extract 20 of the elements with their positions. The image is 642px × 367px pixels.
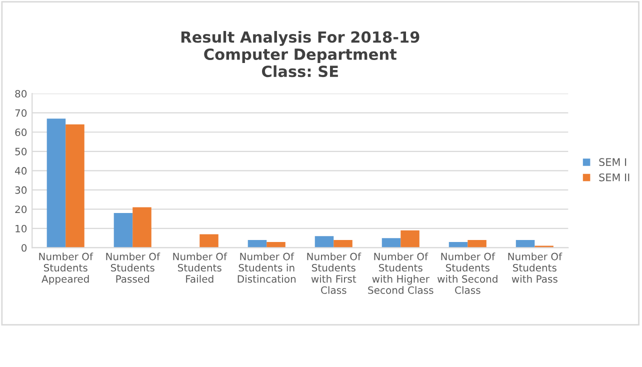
y-tick-label: 10 <box>16 224 27 232</box>
x-tick-label: Number Of Students with Second Class <box>437 252 498 294</box>
y-tick-label: 30 <box>15 186 27 194</box>
chart-title: Result Analysis For 2018-19 Computer Department Class: SE <box>181 30 420 78</box>
x-tick-label: Number Of Students in Distincation <box>238 252 296 283</box>
x-tick-label: Number Of Students with First Class <box>307 252 362 294</box>
y-tick-label: 60 <box>15 128 27 136</box>
y-tick-label: 70 <box>15 109 27 117</box>
y-tick-label: 80 <box>15 90 27 98</box>
y-tick-label: 0 <box>22 244 27 252</box>
x-tick-label: Number Of Students Passed <box>106 252 160 283</box>
x-tick-label: Number Of Students with Higher Second Class <box>368 252 434 294</box>
legend-label: SEM II <box>599 173 630 182</box>
x-tick-label: Number Of Students Failed <box>173 252 228 283</box>
x-tick-label: Number Of Students Appeared <box>39 252 94 285</box>
legend-label: SEM I <box>599 158 626 166</box>
y-tick-label: 50 <box>15 148 27 156</box>
y-tick-label: 40 <box>15 167 27 175</box>
y-tick-label: 20 <box>15 206 27 214</box>
x-tick-label: Number Of Students with Pass <box>508 252 562 283</box>
